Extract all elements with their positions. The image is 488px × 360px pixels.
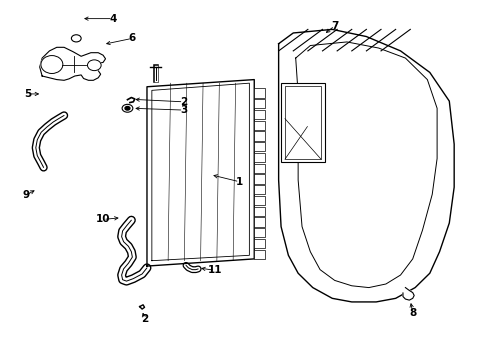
Text: 2: 2 bbox=[180, 97, 187, 107]
Text: 5: 5 bbox=[24, 89, 31, 99]
Bar bbox=[254, 228, 264, 237]
Bar bbox=[254, 185, 264, 194]
Bar bbox=[254, 88, 264, 98]
Polygon shape bbox=[140, 305, 144, 309]
Text: 8: 8 bbox=[408, 308, 415, 318]
Polygon shape bbox=[278, 30, 453, 302]
Text: 9: 9 bbox=[22, 190, 30, 200]
Polygon shape bbox=[40, 47, 105, 80]
Text: 4: 4 bbox=[109, 14, 116, 24]
Bar bbox=[281, 83, 325, 162]
Bar bbox=[254, 131, 264, 140]
Text: 6: 6 bbox=[128, 33, 136, 43]
Bar bbox=[254, 239, 264, 248]
Text: 10: 10 bbox=[96, 215, 110, 224]
Text: 7: 7 bbox=[330, 21, 338, 31]
Bar bbox=[254, 207, 264, 216]
Text: 11: 11 bbox=[207, 265, 222, 275]
Polygon shape bbox=[127, 98, 135, 103]
Bar bbox=[254, 164, 264, 173]
Bar bbox=[254, 196, 264, 205]
Text: 3: 3 bbox=[180, 105, 187, 115]
Bar bbox=[254, 175, 264, 184]
Bar bbox=[254, 121, 264, 130]
Text: 2: 2 bbox=[141, 314, 148, 324]
Circle shape bbox=[125, 107, 130, 110]
Bar bbox=[254, 153, 264, 162]
Bar bbox=[254, 99, 264, 108]
Bar bbox=[285, 86, 321, 159]
Polygon shape bbox=[402, 288, 413, 300]
Bar bbox=[254, 142, 264, 151]
Polygon shape bbox=[295, 42, 436, 288]
Bar bbox=[254, 110, 264, 119]
Bar bbox=[254, 217, 264, 226]
Ellipse shape bbox=[41, 55, 63, 73]
Ellipse shape bbox=[87, 60, 101, 71]
Bar bbox=[254, 250, 264, 259]
Text: 1: 1 bbox=[236, 177, 243, 187]
